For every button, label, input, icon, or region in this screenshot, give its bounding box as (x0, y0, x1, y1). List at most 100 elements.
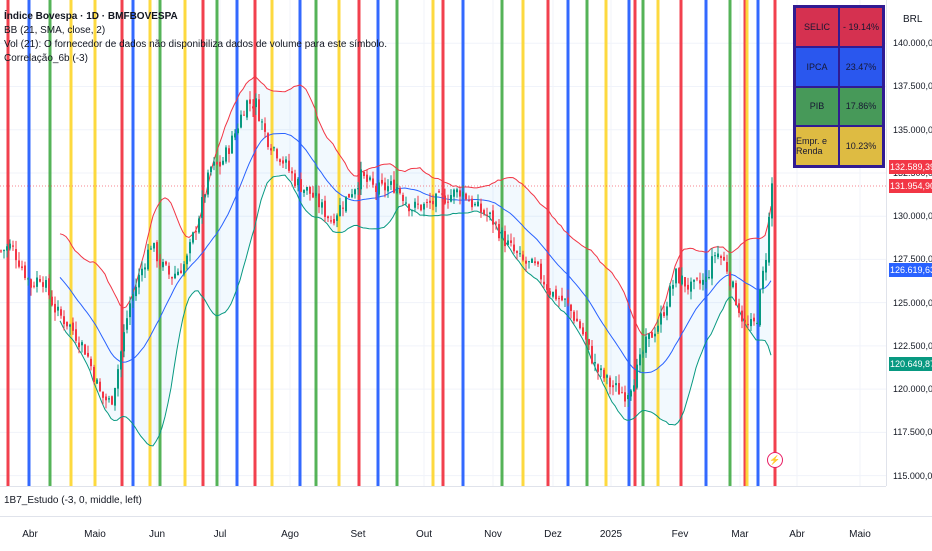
candle-body (717, 253, 719, 258)
y-tick-label: 127.500,00 (893, 254, 932, 265)
candle-body (498, 224, 500, 239)
macro-value: 10.23% (840, 127, 882, 165)
price-tag-last: 131.954,90 (889, 179, 932, 193)
candle-body (522, 254, 524, 261)
candle-body (357, 188, 359, 190)
candle-body (333, 219, 335, 224)
candle-body (141, 268, 143, 276)
candle-body (630, 390, 632, 397)
candle-body (51, 296, 53, 306)
candle-body (42, 282, 44, 287)
symbol-title[interactable]: Índice Bovespa · 1D · BMFBOVESPA (4, 11, 178, 22)
candle-body (288, 160, 290, 171)
candle-body (765, 259, 767, 273)
candle-body (87, 352, 89, 357)
candle-body (183, 264, 185, 275)
candle-body (552, 291, 554, 297)
study-pane[interactable]: 1B7_Estudo (-3, 0, middle, left) (0, 486, 886, 517)
candle-body (456, 189, 458, 193)
bb-fill (60, 76, 771, 446)
candle-body (720, 256, 722, 258)
candle-body (567, 297, 569, 304)
candle-body (177, 271, 179, 276)
time-axis[interactable]: Abr Maio Jun Jul Ago Set Out Nov Dez 2025 Fev Mar Ab… (0, 516, 932, 551)
candle-body (423, 203, 425, 210)
candle-body (168, 265, 170, 275)
candle-body (324, 200, 326, 218)
candle-body (381, 179, 383, 184)
candle-body (519, 253, 521, 255)
candle-body (330, 220, 332, 222)
legend-panel: Índice Bovespa · 1D · BMFBOVESPA BB (21,… (4, 10, 387, 66)
candle-body (729, 272, 731, 286)
candle-body (471, 198, 473, 208)
candle-body (525, 260, 527, 264)
candle-body (213, 161, 215, 166)
candle-body (270, 148, 272, 151)
candle-body (246, 100, 248, 118)
candle-body (207, 172, 209, 195)
y-tick-label: 140.000,00 (893, 38, 932, 49)
candle-body (462, 191, 464, 197)
candle-body (366, 174, 368, 182)
candle-body (705, 276, 707, 282)
candle-body (651, 332, 653, 338)
candle-body (735, 283, 737, 306)
candle-body (501, 230, 503, 238)
bb-upper-line (59, 75, 772, 336)
candle-body (171, 276, 173, 279)
macro-value: 23.47% (840, 47, 882, 86)
y-tick-label: 120.000,00 (893, 384, 932, 395)
candle-body (303, 189, 305, 193)
candle-body (621, 392, 623, 394)
candle-body (336, 215, 338, 221)
price-plot[interactable]: Índice Bovespa · 1D · BMFBOVESPA BB (21,… (0, 0, 886, 486)
candle-body (681, 275, 683, 285)
indicator-correlacao[interactable]: Correlação_6b (-3) (4, 53, 88, 64)
candle-body (555, 289, 557, 300)
candle-body (111, 396, 113, 405)
candle-body (27, 278, 29, 280)
price-axis[interactable]: BRL 140.000,00137.500,00135.000,00132.50… (886, 0, 932, 486)
candle-body (738, 303, 740, 313)
x-tick-label: Out (415, 529, 433, 540)
candle-body (639, 354, 641, 366)
candle-body (267, 133, 269, 147)
x-tick-label: Nov (484, 529, 502, 540)
study-label[interactable]: 1B7_Estudo (-3, 0, middle, left) (4, 495, 142, 506)
candle-body (297, 178, 299, 186)
candle-body (393, 179, 395, 193)
candle-body (132, 293, 134, 301)
macro-label: Empr. e Renda (796, 127, 838, 165)
candle-body (585, 332, 587, 340)
candle-body (606, 375, 608, 378)
candle-body (753, 317, 755, 322)
candle-body (513, 244, 515, 252)
indicator-bb[interactable]: BB (21, SMA, close, 2) (4, 25, 106, 36)
x-tick-label: Maio (849, 529, 871, 540)
candle-body (714, 255, 716, 257)
candle-body (588, 339, 590, 345)
candle-body (672, 284, 674, 289)
candle-body (687, 284, 689, 290)
candle-body (282, 160, 284, 164)
currency-label[interactable]: BRL (903, 14, 923, 25)
candle-body (534, 261, 536, 264)
candle-body (582, 327, 584, 335)
candle-body (123, 332, 125, 352)
candle-body (0, 250, 2, 252)
candle-body (516, 251, 518, 253)
candle-body (402, 194, 404, 202)
candle-body (339, 205, 341, 216)
x-tick-label: Dez (544, 529, 562, 540)
candle-body (276, 149, 278, 159)
candle-body (126, 318, 128, 330)
chart-canvas[interactable] (0, 0, 886, 486)
candle-body (243, 114, 245, 116)
candle-body (219, 161, 221, 167)
indicator-vol[interactable]: Vol (21): O fornecedor de dados não disp… (4, 39, 388, 50)
lightning-icon[interactable]: ⚡ (767, 452, 783, 468)
candle-body (468, 200, 470, 202)
candle-body (636, 364, 638, 388)
